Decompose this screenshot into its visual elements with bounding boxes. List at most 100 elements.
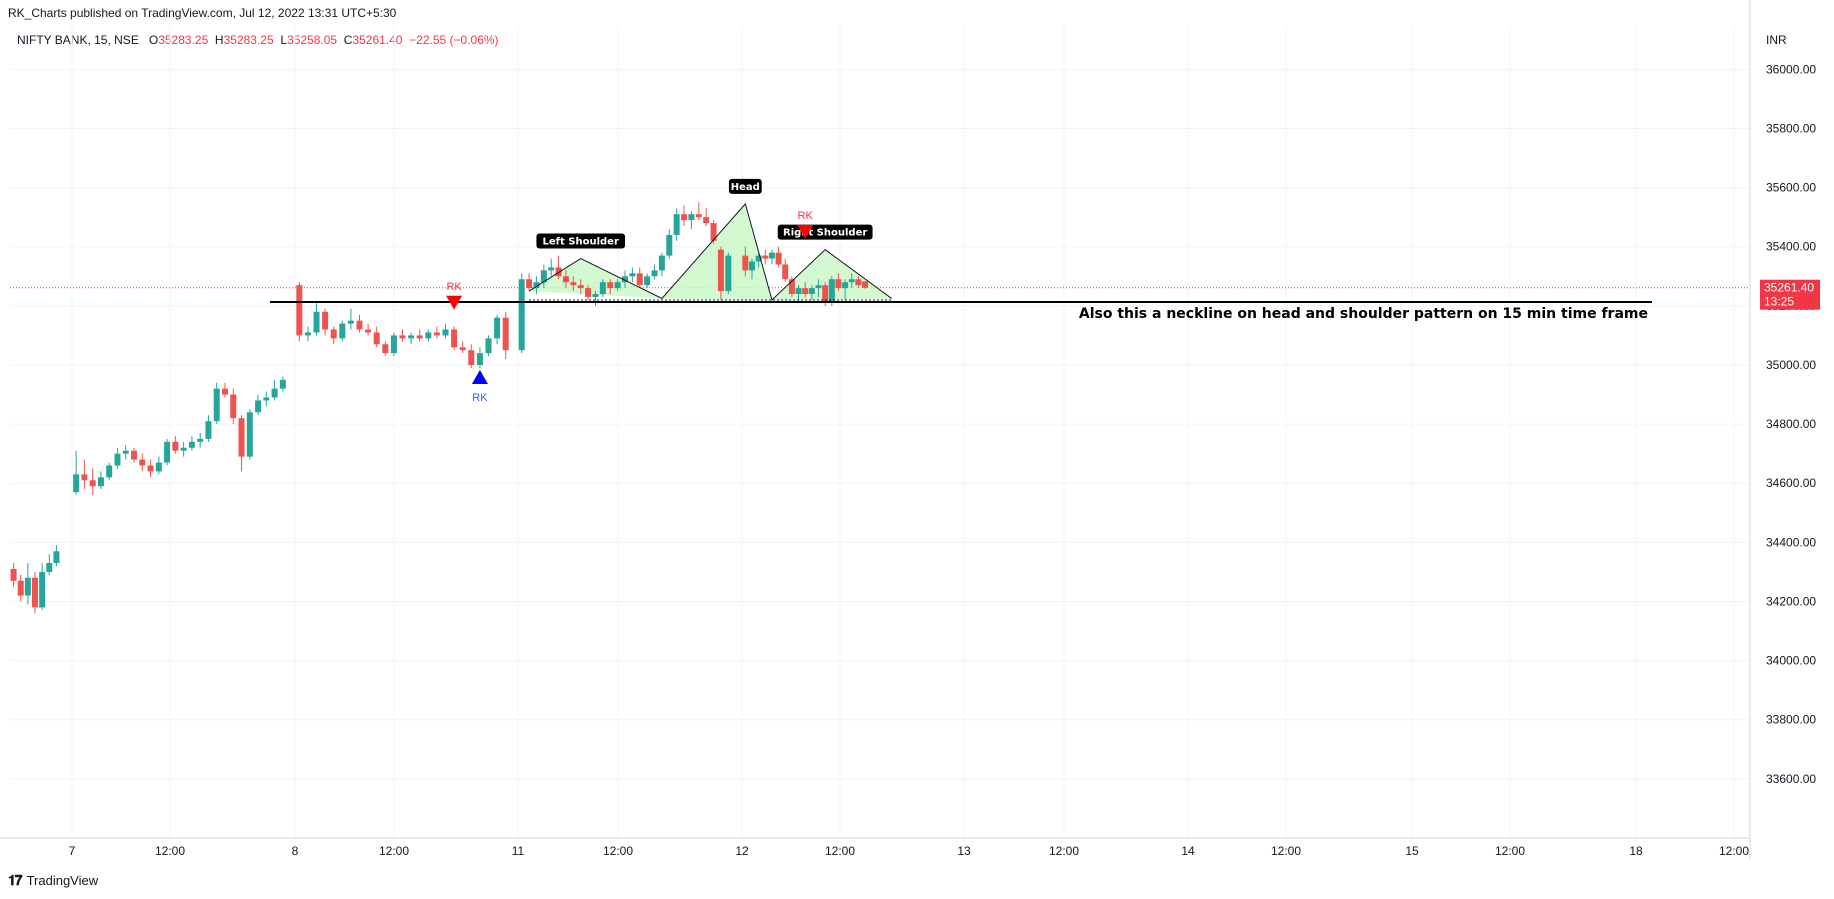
candle-body [862,281,869,288]
tradingview-logo-icon: 𝟏𝟕 [8,872,23,888]
y-tick-label: 35000.00 [1766,358,1816,372]
x-tick-label: 12:00 [1271,844,1301,858]
candle-body [703,217,710,224]
candle-body [451,329,458,348]
candle-body [122,450,129,454]
sell-signal-arrow [797,224,814,239]
candle-body [710,223,717,241]
candle-body [188,441,195,448]
candle-body [742,255,749,271]
candle-body [416,335,423,339]
candle-body [433,332,440,336]
candle-body [382,344,389,354]
y-tick-label: 35400.00 [1766,240,1816,254]
left-shoulder-label: Left Shoulder [543,237,619,248]
candle-body [339,323,346,339]
candle-body [408,335,415,339]
tradingview-logo-text: TradingView [26,873,99,888]
candle-body [717,249,724,292]
sell-signal-label: RK [446,281,462,293]
high-value: 35283.25 [223,33,274,47]
candle-body [607,282,614,289]
candle-body [835,279,842,289]
symbol-name[interactable]: NIFTY BANK, 15, NSE [17,33,139,47]
candle-body [755,255,762,262]
candle-body [164,441,171,463]
candle-body [205,421,212,439]
x-tick-label: 8 [292,844,299,858]
candle-body [322,311,329,330]
candle-body [782,264,789,280]
candle-body [768,252,775,259]
right-shoulder-label: Right Shoulder [783,228,867,239]
candle-body [808,288,815,295]
candle-body [775,252,782,265]
candle-body [658,255,665,271]
x-tick-label: 12:00 [1049,844,1079,858]
candle-body [114,453,121,466]
candle-body [485,338,492,354]
candle-body [815,285,822,289]
y-tick-label: 33600.00 [1766,772,1816,786]
buy-signal-label: RK [472,392,488,404]
candle-body [636,273,643,286]
candle-body [842,282,849,289]
candle-body [599,282,606,295]
candle-body [502,317,509,351]
candle-body [279,379,286,389]
x-tick-label: 12:00 [1495,844,1525,858]
change-value: −22.55 (−0.06%) [409,33,499,47]
x-tick-label: 12:00 [1719,844,1749,858]
candle-body [172,441,179,451]
candle-body [548,267,555,271]
candle-body [313,311,320,333]
candle-body [788,279,795,295]
candle-body [213,388,220,422]
candle-body [32,577,38,608]
buy-signal-arrow [471,369,488,384]
bar-countdown: 13:25 [1764,295,1794,309]
candle-body [81,474,88,481]
high-label: H [214,33,224,47]
last-price-tag [1760,279,1820,310]
candle-body [681,214,688,221]
y-tick-label: 33800.00 [1766,713,1816,727]
candle-body [97,477,104,487]
x-tick-label: 11 [512,844,525,858]
y-tick-label: 36000.00 [1766,62,1816,76]
candle-body [24,577,31,596]
pattern-area [771,249,892,300]
candle-body [356,320,363,330]
y-tick-label: 34200.00 [1766,594,1816,608]
candle-body [17,580,24,596]
candle-body [296,285,303,336]
symbol-legend: NIFTY BANK, 15, NSE O35283.25 H35283.25 … [17,33,499,47]
neckline-annotation: Also this a neckline on head and shoulde… [1079,306,1648,322]
candle-body [238,418,245,457]
sell-signal-label: RK [798,210,814,222]
head-label: Head [731,182,760,193]
candle-body [459,347,466,351]
candle-body [197,438,204,442]
x-tick-label: 12:00 [603,844,633,858]
candle-body [46,563,53,572]
low-label: L [280,33,288,47]
candle-body [73,474,80,493]
candle-body [476,353,483,365]
candle-body [304,332,311,336]
candle-body [795,288,802,295]
candle-body [828,279,835,303]
candle-body [855,279,862,286]
candle-body [468,350,475,365]
candle-body [651,270,658,277]
pattern-area [529,258,662,299]
candle-body [347,320,354,324]
candle-body [570,282,577,286]
candle-body [246,412,253,457]
left-shoulder-label-bg [536,233,626,249]
tradingview-logo[interactable]: 𝟏𝟕 TradingView [8,872,98,889]
x-tick-label: 13 [957,844,971,858]
candle-body [442,329,449,336]
candle-body [155,462,162,472]
